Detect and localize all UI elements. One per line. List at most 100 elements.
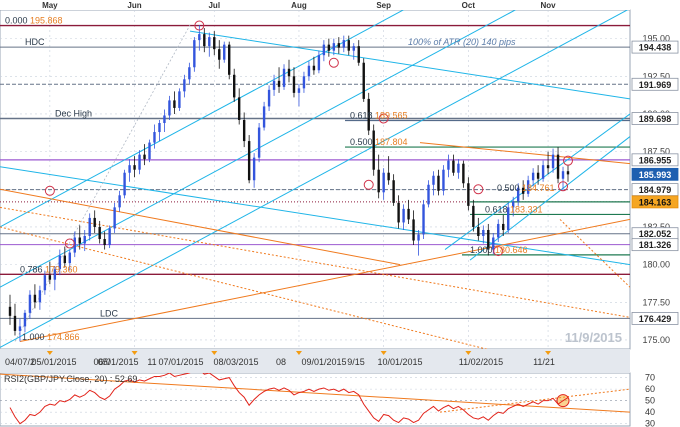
- level-annotation: 0.618 183.331: [485, 204, 543, 214]
- candle-body: [297, 88, 301, 93]
- candle-body: [103, 239, 106, 246]
- candle-body: [382, 172, 385, 193]
- trendlines: [0, 10, 630, 349]
- month-labels: May Jun Jul Aug Sep Oct Nov: [42, 1, 556, 355]
- candle-body: [392, 180, 395, 203]
- candle-body: [78, 237, 81, 244]
- price-tag-label: 184.163: [639, 197, 672, 207]
- level-annotation: 0.000 195.868: [5, 16, 63, 26]
- level-annotation: 1.000 174.866: [22, 332, 80, 342]
- x-date-label: 05/: [98, 357, 111, 367]
- y-tick-label: 195.00: [642, 34, 670, 44]
- candle-body: [223, 44, 226, 60]
- candle-body: [312, 65, 316, 71]
- y-tick-label: 182.50: [642, 222, 670, 232]
- pivot-circle: [473, 184, 484, 195]
- candle-body: [73, 237, 76, 253]
- candle-body: [267, 89, 271, 107]
- candle-body: [143, 154, 146, 160]
- candle-body: [18, 326, 22, 331]
- candle-body: [98, 226, 101, 240]
- rsi-tick-label: 50: [645, 396, 655, 406]
- candle-body: [178, 91, 181, 108]
- candle-body: [457, 163, 460, 173]
- candle-body: [208, 37, 211, 47]
- candle-body: [113, 207, 116, 229]
- trendline: [0, 10, 517, 288]
- level-annotations: 0.000 195.868 HDC 100% of ATR (20) 140 pip…: [5, 16, 555, 342]
- pivot-circle: [378, 113, 389, 124]
- x-date-label: 11: [147, 357, 156, 367]
- level-annotation: Dec High: [55, 109, 92, 119]
- month-label: Oct: [462, 1, 476, 10]
- month-label: Aug: [291, 1, 307, 10]
- candle-body: [362, 62, 365, 99]
- price-tag-label: 186.955: [639, 155, 672, 165]
- candle-body: [292, 76, 296, 93]
- candle-body: [337, 43, 341, 48]
- candle-body: [188, 67, 191, 80]
- candle-body: [173, 100, 176, 108]
- candle-body: [497, 223, 500, 238]
- candle-body: [28, 294, 32, 313]
- candle-body: [531, 172, 535, 181]
- x-date-label: 06/01/2015: [93, 357, 138, 367]
- x-date-label: 9/15: [347, 357, 365, 367]
- month-label: Jun: [127, 1, 141, 10]
- candle-body: [546, 165, 550, 169]
- trendline: [19, 218, 630, 342]
- candle-body: [133, 165, 136, 170]
- month-marker: [131, 351, 138, 355]
- candle-body: [432, 175, 435, 185]
- pivot-circle: [558, 181, 569, 192]
- month-label: Jul: [208, 1, 220, 10]
- candle-body: [467, 183, 470, 206]
- candle-body: [566, 171, 570, 175]
- candle-body: [262, 106, 266, 128]
- price-tag-box: [631, 40, 679, 54]
- candle-body: [322, 44, 326, 56]
- y-tick-label: 192.50: [642, 71, 670, 81]
- candle-body: [168, 100, 171, 116]
- month-marker: [295, 351, 302, 355]
- candlesticks: [8, 25, 570, 342]
- pivot-circle: [44, 185, 55, 196]
- candle-body: [402, 208, 405, 223]
- x-axis-date-labels: 04/07/205/01/2015 05/06/01/2015 11 07/01/20…: [5, 357, 555, 367]
- candle-body: [332, 43, 336, 51]
- level-annotation: 0.618 189.565: [350, 111, 408, 121]
- rsi-tick-label: 60: [645, 384, 655, 394]
- pivot-circle: [563, 155, 573, 166]
- candle-body: [198, 34, 201, 41]
- candle-body: [422, 204, 425, 235]
- candle-body: [507, 207, 510, 230]
- candle-body: [516, 187, 520, 202]
- candle-body: [58, 255, 62, 270]
- candle-body: [287, 68, 291, 77]
- price-tag-label: 191.969: [639, 80, 672, 90]
- month-label: Sep: [376, 1, 391, 10]
- price-tag-label: 181.326: [639, 240, 672, 250]
- month-axis-strip: [0, 0, 630, 10]
- candle-body: [68, 252, 71, 264]
- level-annotation: 0.500 184.761: [497, 183, 555, 193]
- candle-body: [252, 157, 256, 181]
- watermark: 11/9/2015: [565, 330, 622, 345]
- candle-body: [33, 294, 37, 303]
- candle-body: [521, 187, 525, 194]
- candle-body: [561, 171, 565, 179]
- candle-body: [541, 165, 545, 179]
- candle-body: [128, 165, 131, 173]
- candle-body: [387, 172, 390, 181]
- month-marker: [211, 351, 218, 355]
- candle-body: [417, 234, 420, 241]
- price-tag-label: 189.698: [639, 114, 672, 124]
- x-date-label: 05/01/2015: [31, 357, 76, 367]
- candle-body: [447, 160, 450, 170]
- price-tag-box: [631, 167, 679, 181]
- candle-body: [477, 226, 480, 236]
- candle-body: [218, 49, 221, 60]
- candle-body: [536, 172, 540, 179]
- candle-body: [487, 229, 490, 250]
- x-date-label: 04/07/2: [5, 357, 35, 367]
